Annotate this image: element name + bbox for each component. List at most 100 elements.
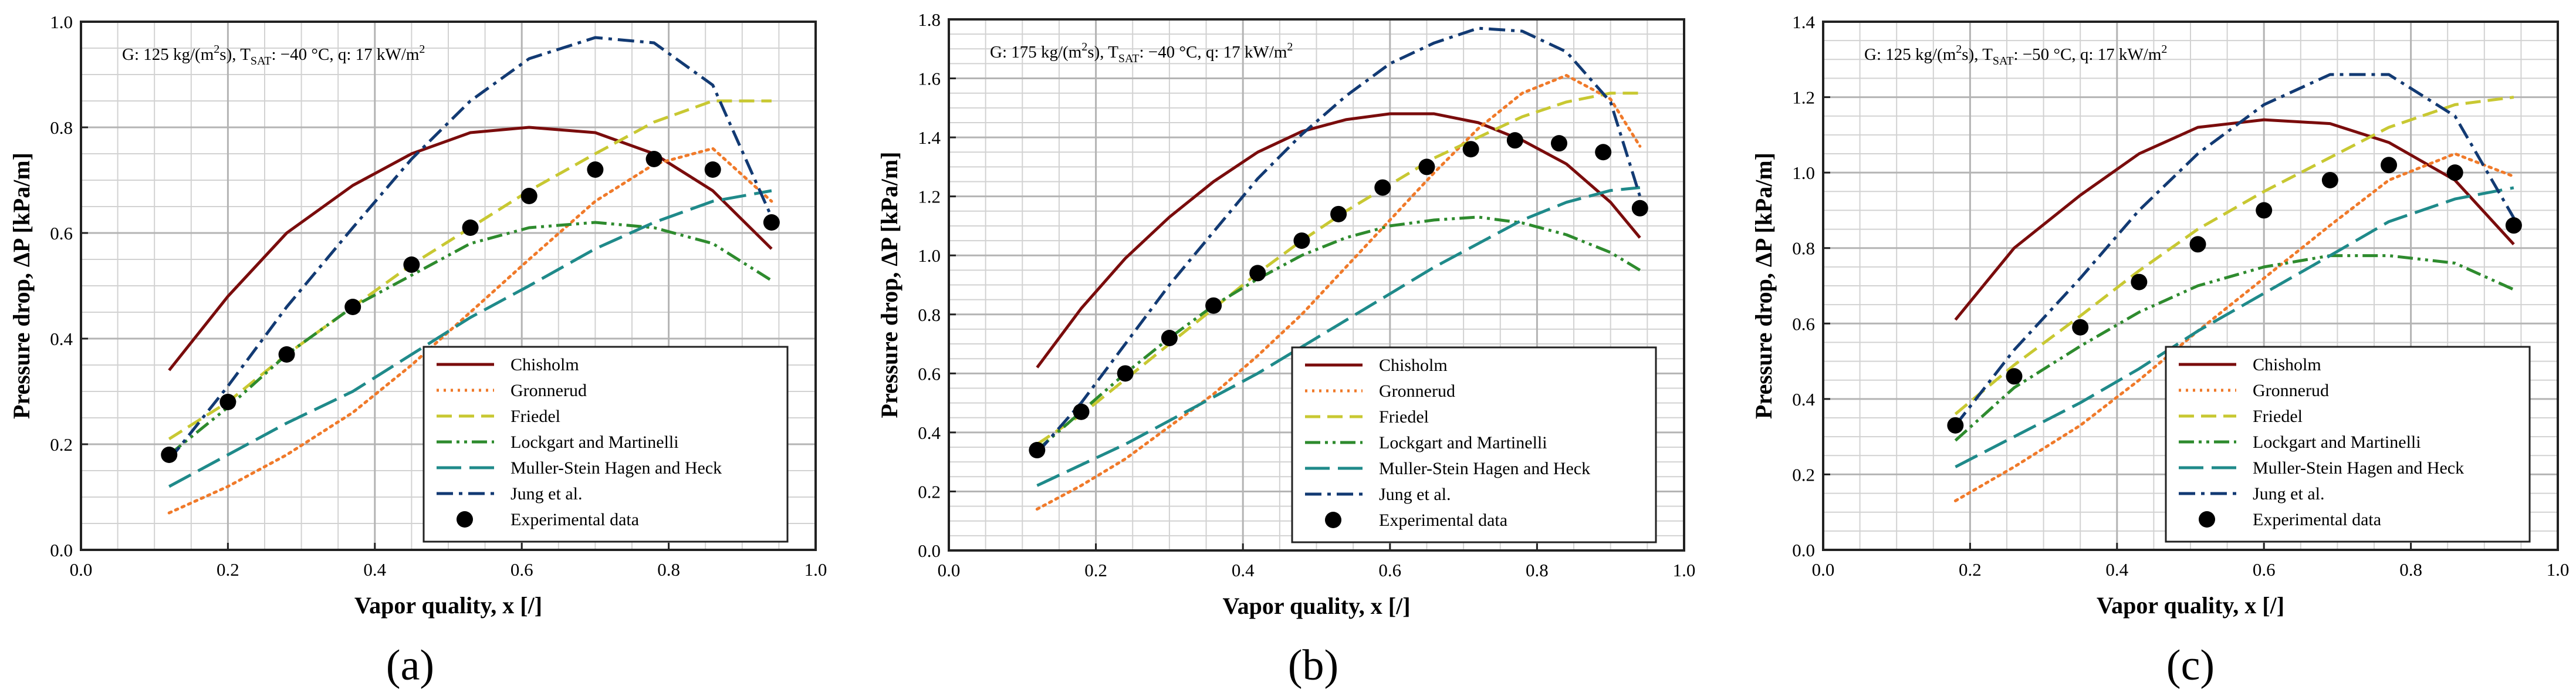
y-tick-label: 0.6 [1792, 313, 1815, 334]
panel-label: (a) [386, 641, 434, 690]
data-point-experimental [2321, 172, 2338, 188]
y-tick-label: 1.2 [1792, 87, 1815, 108]
legend: Chisholm Gronnerud Friedel Lockgart and Mar… [422, 346, 789, 543]
annotation-sub1: SAT [1118, 52, 1140, 65]
data-point-experimental [2381, 157, 2398, 174]
annotation-mid2: : −40 °C, q: 17 kW/m [1140, 43, 1287, 62]
series-line-gronnerud [1953, 152, 2516, 502]
series-line-jung-et-al- [168, 36, 773, 461]
legend-label: Friedel [511, 407, 560, 426]
data-point-experimental [161, 447, 178, 463]
x-tick-label: 0.0 [70, 559, 93, 580]
legend-label: Friedel [1379, 407, 1429, 427]
legend-box [422, 346, 789, 543]
y-tick-label: 1.0 [50, 12, 73, 32]
series-line-lockgart-and-martinelli [1954, 254, 2514, 442]
x-tick-label: 0.4 [363, 559, 386, 580]
legend-label: Gronnerud [2253, 381, 2329, 400]
legend-label: Gronnerud [1379, 381, 1455, 401]
y-tick-label: 1.4 [918, 127, 941, 148]
annotation-sub1: SAT [1993, 55, 2014, 67]
legend-marker-experimental [457, 511, 473, 528]
y-tick-label: 0.8 [50, 117, 73, 138]
legend-label: Friedel [2253, 407, 2303, 426]
legend-box [1291, 346, 1657, 543]
data-point-experimental [1550, 135, 1567, 152]
annotation-mid2: : −50 °C, q: 17 kW/m [2014, 45, 2162, 64]
y-tick-label: 0.6 [50, 223, 73, 244]
y-axis-title: Pressure drop, ΔP [kPa/m] [1750, 153, 1777, 419]
data-point-experimental [1462, 141, 1479, 158]
data-point-experimental [2256, 202, 2273, 219]
annotation-sup1: 2 [1081, 40, 1087, 53]
series-line-chisholm [168, 126, 773, 371]
x-tick-label: 0.8 [2399, 559, 2422, 580]
series-line-muller-stein-hagen-and-heck [1036, 186, 1641, 487]
data-point-experimental [2131, 273, 2148, 290]
data-point-experimental [278, 346, 295, 363]
series-line-jung-et-al- [1036, 26, 1642, 454]
y-tick-label: 0.0 [918, 540, 941, 561]
data-point-experimental [1117, 365, 1134, 382]
y-tick-label: 0.4 [918, 423, 941, 443]
legend-label: Muller-Stein Hagen and Heck [511, 458, 722, 478]
legend-label: Muller-Stein Hagen and Heck [2253, 458, 2464, 478]
legend-label: Jung et al. [2253, 484, 2324, 504]
series-line-gronnerud [167, 147, 773, 515]
plot-border [948, 18, 1685, 552]
annotation-sup1: 2 [214, 43, 219, 56]
data-point-experimental [1631, 200, 1648, 217]
series-line-chisholm [1954, 118, 2515, 321]
annotation-mid1: s), T [1087, 43, 1118, 62]
data-point-experimental [587, 161, 604, 178]
legend: Chisholm Gronnerud Friedel Lockgart and Mar… [1291, 346, 1657, 543]
annotation-prefix: G: 125 kg/(m [1864, 45, 1956, 64]
x-tick-label: 0.4 [1232, 560, 1255, 580]
legend-marker-experimental [1325, 512, 1341, 528]
x-tick-label: 1.0 [1673, 560, 1696, 580]
legend-label: Experimental data [2253, 510, 2381, 529]
data-point-experimental [1418, 158, 1435, 175]
x-axis-title: Vapor quality, x [/] [1222, 593, 1410, 619]
panel-label: (b) [1288, 641, 1338, 690]
y-tick-label: 0.0 [1792, 540, 1815, 560]
legend-label: Lockgart and Martinelli [1379, 433, 1547, 452]
chart-panel-a: 0.0 0.2 0.4 0.6 0.8 1.0 0.0 0.2 0.4 0.6 0.8 1.0 G: 1… [8, 12, 827, 690]
chart-panel-b: 0.0 0.2 0.4 0.6 0.8 1.0 0.0 0.2 0.4 0.6 0.8 1.0 1.2 1… [876, 9, 1695, 690]
data-point-experimental [403, 256, 420, 273]
x-tick-label: 0.2 [1959, 559, 1982, 580]
series-line-muller-stein-hagen-and-heck [1955, 186, 2514, 468]
series-line-lockgart-and-martinelli [1036, 215, 1641, 451]
y-tick-label: 0.8 [918, 305, 941, 325]
x-axis-title: Vapor quality, x [/] [354, 592, 542, 619]
data-point-experimental [1506, 132, 1523, 149]
legend-label: Muller-Stein Hagen and Heck [1379, 459, 1590, 478]
x-tick-label: 0.4 [2105, 559, 2128, 580]
legend-label: Lockgart and Martinelli [511, 433, 679, 452]
legend-label: Gronnerud [511, 381, 587, 400]
legend-label: Jung et al. [1379, 485, 1451, 504]
condition-annotation: G: 175 kg/(m2s), TSAT: −40 °C, q: 17 kW/… [990, 40, 1293, 65]
annotation-sup2: 2 [419, 43, 425, 56]
data-point-experimental [2446, 164, 2463, 181]
annotation-sup2: 2 [1287, 40, 1293, 53]
y-tick-label: 0.2 [918, 481, 941, 502]
plot-border [1822, 21, 2559, 551]
data-point-experimental [645, 151, 662, 167]
annotation-mid2: : −40 °C, q: 17 kW/m [272, 45, 420, 64]
data-point-experimental [704, 161, 721, 178]
data-point-experimental [344, 299, 361, 315]
annotation-prefix: G: 125 kg/(m [122, 45, 214, 64]
data-point-experimental [2189, 236, 2206, 253]
data-point-experimental [1161, 330, 1178, 346]
data-point-experimental [219, 394, 236, 410]
data-point-experimental [1374, 179, 1391, 196]
x-tick-label: 0.6 [511, 559, 533, 580]
series-line-gronnerud [1035, 74, 1642, 511]
legend-label: Lockgart and Martinelli [2253, 433, 2421, 452]
y-tick-label: 1.0 [918, 245, 941, 266]
x-tick-label: 0.8 [657, 559, 680, 580]
x-tick-label: 0.0 [1812, 559, 1835, 580]
data-point-experimental [1330, 205, 1347, 222]
legend-label: Chisholm [1379, 356, 1448, 375]
